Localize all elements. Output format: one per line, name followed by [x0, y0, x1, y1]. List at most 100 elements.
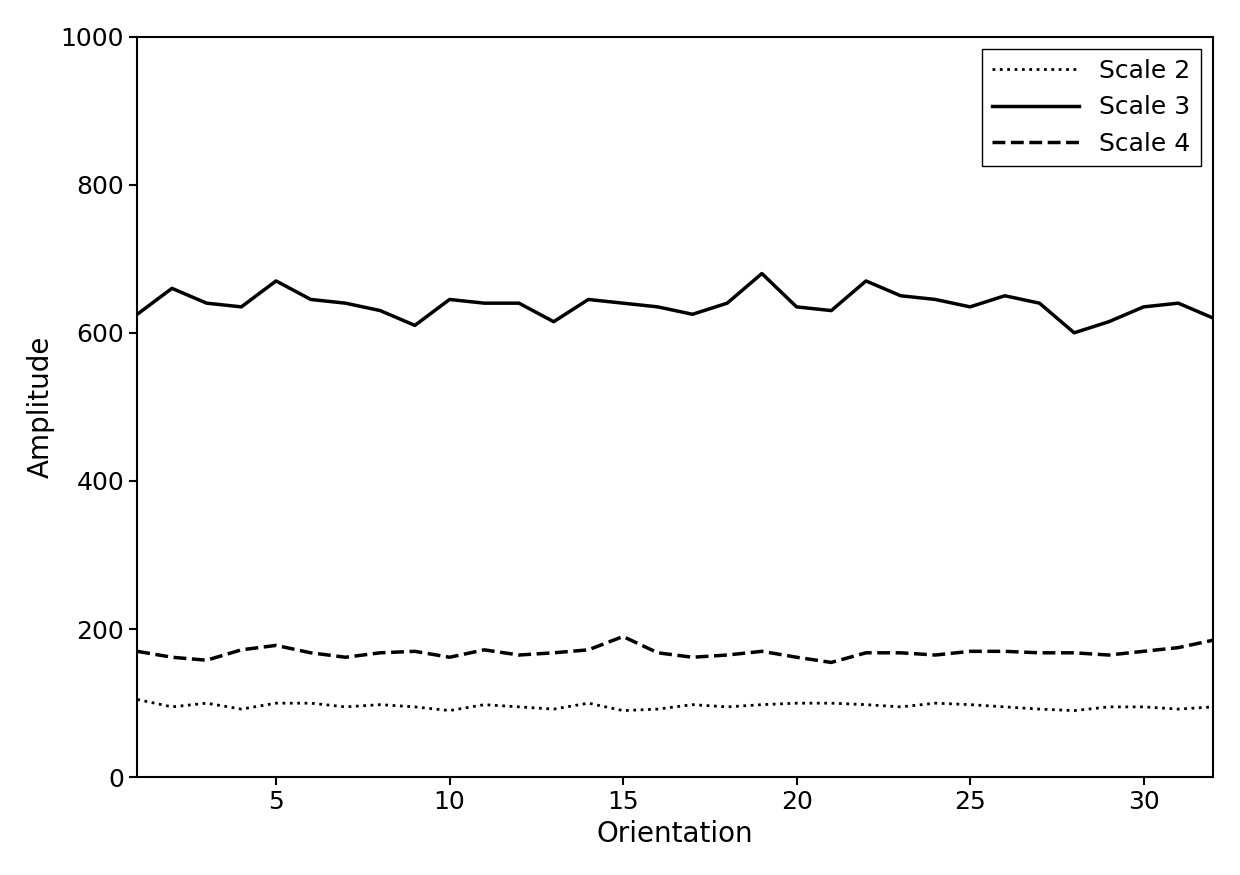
Scale 4 — [823, 657, 838, 668]
Scale 3 — [684, 309, 699, 319]
Scale 3 — [339, 298, 353, 308]
Line: Scale 3: Scale 3 — [138, 274, 1213, 332]
Scale 3 — [408, 320, 423, 331]
Scale 4 — [408, 646, 423, 656]
Scale 3 — [1205, 312, 1220, 323]
Scale 4 — [304, 648, 319, 658]
Scale 2 — [269, 698, 284, 709]
Scale 4 — [1205, 635, 1220, 646]
Scale 4 — [339, 652, 353, 662]
Scale 4 — [165, 652, 180, 662]
Line: Scale 4: Scale 4 — [138, 636, 1213, 662]
Scale 3 — [650, 302, 665, 312]
Scale 3 — [165, 284, 180, 294]
Scale 2 — [997, 702, 1012, 712]
Scale 4 — [1101, 650, 1116, 661]
Scale 3 — [547, 317, 562, 327]
Scale 3 — [130, 309, 145, 319]
Scale 2 — [858, 699, 873, 710]
Scale 4 — [1032, 648, 1047, 658]
Scale 4 — [928, 650, 942, 661]
Scale 2 — [754, 699, 769, 710]
Scale 4 — [719, 650, 734, 661]
Scale 4 — [512, 650, 527, 661]
Scale 4 — [373, 648, 388, 658]
Scale 2 — [650, 704, 665, 714]
Scale 3 — [512, 298, 527, 308]
Scale 4 — [1066, 648, 1081, 658]
Scale 2 — [477, 699, 492, 710]
Scale 4 — [789, 652, 804, 662]
Scale 3 — [719, 298, 734, 308]
Scale 2 — [580, 698, 595, 709]
Scale 4 — [1171, 642, 1185, 653]
Scale 4 — [1136, 646, 1151, 656]
Scale 2 — [1171, 704, 1185, 714]
Scale 2 — [130, 694, 145, 704]
Scale 2 — [1205, 702, 1220, 712]
Scale 4 — [962, 646, 977, 656]
Scale 2 — [1032, 704, 1047, 714]
Scale 2 — [1066, 705, 1081, 716]
Scale 2 — [962, 699, 977, 710]
Scale 3 — [443, 294, 458, 304]
Scale 2 — [789, 698, 804, 709]
Scale 4 — [893, 648, 908, 658]
Scale 2 — [615, 705, 630, 716]
Scale 2 — [512, 702, 527, 712]
Scale 3 — [823, 305, 838, 316]
Scale 4 — [269, 640, 284, 651]
Scale 2 — [1101, 702, 1116, 712]
Scale 4 — [754, 646, 769, 656]
Scale 4 — [650, 648, 665, 658]
Scale 4 — [858, 648, 873, 658]
Scale 4 — [130, 646, 145, 656]
Scale 2 — [719, 702, 734, 712]
Scale 3 — [754, 269, 769, 279]
Scale 2 — [200, 698, 215, 709]
Scale 2 — [893, 702, 908, 712]
Scale 3 — [928, 294, 942, 304]
Scale 3 — [373, 305, 388, 316]
Scale 2 — [373, 699, 388, 710]
Scale 4 — [615, 631, 630, 641]
Scale 2 — [684, 699, 699, 710]
Scale 3 — [789, 302, 804, 312]
Scale 3 — [893, 290, 908, 301]
Scale 3 — [580, 294, 595, 304]
Scale 3 — [858, 276, 873, 286]
Y-axis label: Amplitude: Amplitude — [27, 336, 55, 478]
Scale 4 — [443, 652, 458, 662]
Scale 2 — [823, 698, 838, 709]
Scale 4 — [684, 652, 699, 662]
Scale 2 — [304, 698, 319, 709]
Scale 3 — [1136, 302, 1151, 312]
Scale 2 — [408, 702, 423, 712]
Scale 3 — [1032, 298, 1047, 308]
Scale 3 — [1171, 298, 1185, 308]
Scale 3 — [269, 276, 284, 286]
Scale 4 — [997, 646, 1012, 656]
Scale 3 — [477, 298, 492, 308]
Scale 3 — [234, 302, 249, 312]
Scale 2 — [547, 704, 562, 714]
Scale 3 — [615, 298, 630, 308]
Scale 4 — [200, 655, 215, 666]
X-axis label: Orientation: Orientation — [596, 820, 754, 848]
Legend: Scale 2, Scale 3, Scale 4: Scale 2, Scale 3, Scale 4 — [982, 49, 1200, 166]
Scale 3 — [962, 302, 977, 312]
Scale 4 — [547, 648, 562, 658]
Scale 3 — [200, 298, 215, 308]
Line: Scale 2: Scale 2 — [138, 699, 1213, 710]
Scale 2 — [234, 704, 249, 714]
Scale 4 — [477, 645, 492, 655]
Scale 2 — [928, 698, 942, 709]
Scale 3 — [1101, 317, 1116, 327]
Scale 2 — [443, 705, 458, 716]
Scale 2 — [1136, 702, 1151, 712]
Scale 3 — [1066, 327, 1081, 338]
Scale 3 — [997, 290, 1012, 301]
Scale 3 — [304, 294, 319, 304]
Scale 4 — [580, 645, 595, 655]
Scale 2 — [339, 702, 353, 712]
